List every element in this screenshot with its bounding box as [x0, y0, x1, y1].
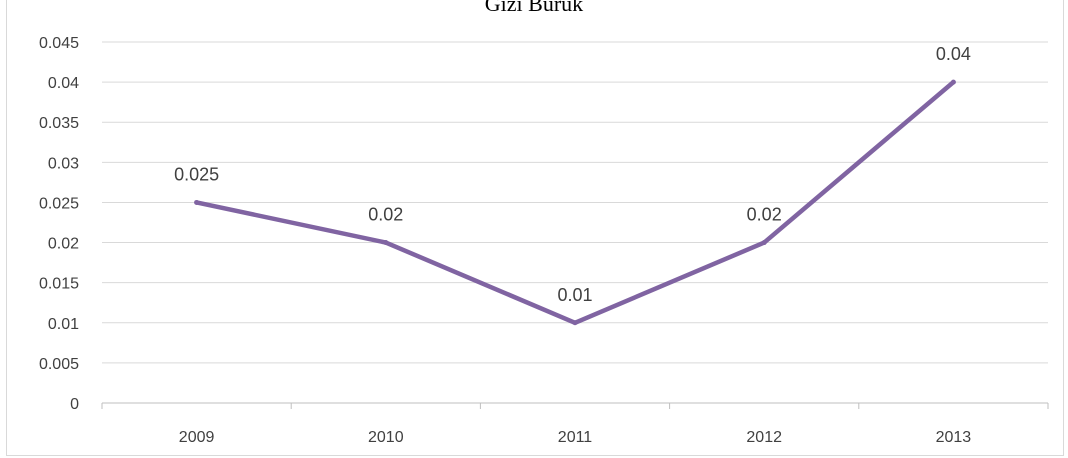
- y-tick-label: 0: [70, 396, 79, 413]
- data-point: [383, 240, 389, 246]
- x-tick-label: 2010: [368, 429, 404, 446]
- y-tick-label: 0.025: [39, 195, 79, 212]
- data-point: [572, 320, 578, 326]
- x-tick-label: 2013: [936, 429, 972, 446]
- y-tick-label: 0.035: [39, 115, 79, 132]
- x-tick-label: 2009: [179, 429, 215, 446]
- y-tick-label: 0.02: [48, 236, 79, 253]
- y-tick-label: 0.015: [39, 276, 79, 293]
- data-point: [950, 79, 956, 85]
- x-tick-label: 2011: [558, 429, 593, 446]
- y-tick-label: 0.04: [48, 75, 79, 92]
- data-label: 0.025: [174, 164, 219, 184]
- data-label: 0.01: [557, 285, 592, 305]
- data-point: [761, 240, 767, 246]
- x-tick-label: 2012: [746, 429, 782, 446]
- data-label: 0.02: [747, 205, 782, 225]
- data-point: [194, 199, 200, 205]
- y-tick-label: 0.045: [39, 35, 79, 52]
- y-tick-label: 0.01: [48, 316, 79, 333]
- chart-title: Gizi Buruk: [484, 0, 584, 16]
- data-label: 0.04: [936, 44, 971, 64]
- y-tick-label: 0.03: [48, 155, 79, 172]
- data-label: 0.02: [368, 205, 403, 225]
- y-tick-label: 0.005: [39, 356, 79, 373]
- chart-area: [6, 0, 1064, 456]
